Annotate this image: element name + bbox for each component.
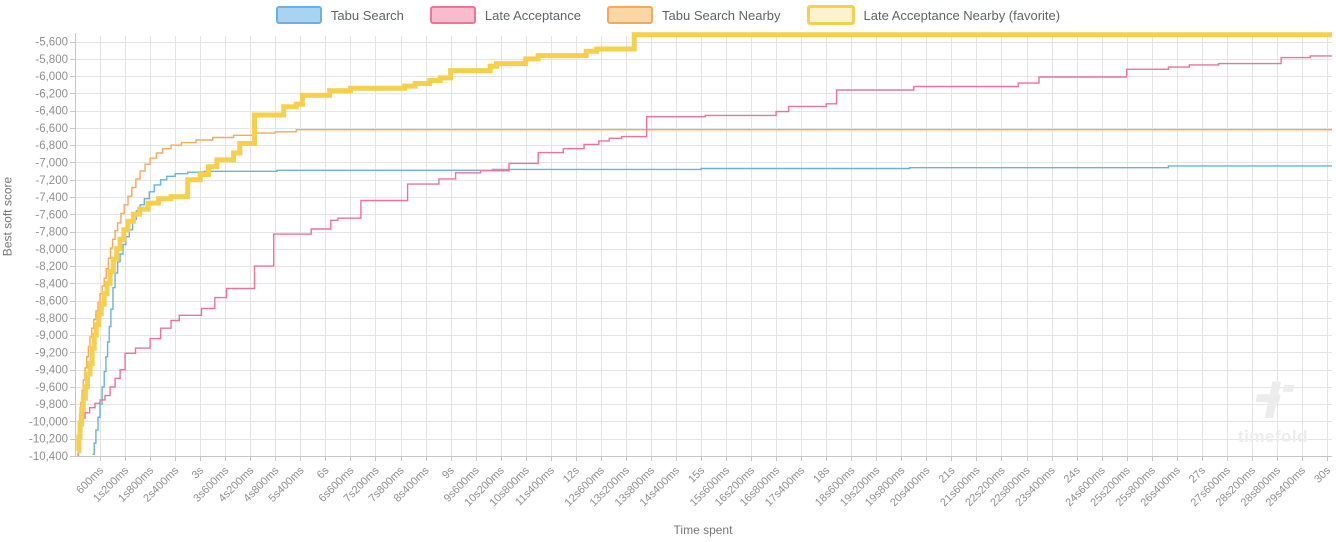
svg-text:24s: 24s <box>1062 464 1083 485</box>
legend-item-late-acceptance[interactable]: Late Acceptance <box>429 6 582 24</box>
legend-swatch <box>806 5 855 25</box>
y-axis-title: Best soft score <box>0 176 15 257</box>
svg-text:-6,200: -6,200 <box>35 88 68 100</box>
svg-text:3s: 3s <box>190 464 207 481</box>
svg-text:-8,600: -8,600 <box>35 296 68 308</box>
svg-text:-10,400: -10,400 <box>29 451 68 463</box>
svg-text:-9,800: -9,800 <box>35 399 68 411</box>
svg-text:-9,400: -9,400 <box>35 365 68 377</box>
svg-text:15s: 15s <box>686 464 707 485</box>
svg-text:-6,800: -6,800 <box>35 140 68 152</box>
series-line-tabu-search <box>92 165 1332 455</box>
svg-text:-9,000: -9,000 <box>35 330 68 342</box>
legend-item-tabu-search[interactable]: Tabu Search <box>275 6 404 24</box>
svg-text:-8,800: -8,800 <box>35 313 68 325</box>
svg-text:12s: 12s <box>561 464 582 485</box>
svg-text:-9,600: -9,600 <box>35 382 68 394</box>
legend-label: Late Acceptance <box>484 7 582 23</box>
series-line-late-acceptance-nearby-favorite <box>76 32 1332 454</box>
svg-text:-7,200: -7,200 <box>35 175 68 187</box>
svg-text:-8,200: -8,200 <box>35 261 68 273</box>
svg-text:-7,400: -7,400 <box>35 192 68 204</box>
legend-swatch <box>429 6 476 24</box>
svg-text:-8,000: -8,000 <box>35 244 68 256</box>
legend-label: Late Acceptance Nearby (favorite) <box>863 7 1061 23</box>
svg-text:21s: 21s <box>936 464 957 485</box>
series-line-tabu-search-nearby <box>77 129 1332 442</box>
timefold-logo-icon <box>1255 381 1295 418</box>
svg-text:-6,000: -6,000 <box>35 71 68 83</box>
svg-text:-6,400: -6,400 <box>35 106 68 118</box>
svg-text:6s: 6s <box>315 464 332 481</box>
x-axis-title: Time spent <box>673 523 733 537</box>
chart-legend: Tabu Search Late Acceptance Tabu Search Ne… <box>0 5 1336 25</box>
legend-swatch <box>607 6 654 24</box>
legend-item-late-acceptance-nearby-favorite[interactable]: Late Acceptance Nearby (favorite) <box>806 5 1061 25</box>
legend-item-tabu-search-nearby[interactable]: Tabu Search Nearby <box>607 6 781 24</box>
svg-text:-7,800: -7,800 <box>35 227 68 239</box>
series-line-late-acceptance <box>77 55 1332 456</box>
watermark-text: timefold <box>1237 427 1309 446</box>
svg-text:-8,400: -8,400 <box>35 278 68 290</box>
svg-text:9s: 9s <box>440 464 457 481</box>
svg-text:-5,600: -5,600 <box>35 37 68 49</box>
svg-text:27s: 27s <box>1187 464 1208 485</box>
svg-text:-7,600: -7,600 <box>35 209 68 221</box>
svg-text:-7,000: -7,000 <box>35 157 68 169</box>
svg-text:-6,600: -6,600 <box>35 123 68 135</box>
axis-lines <box>70 33 1332 461</box>
svg-text:-10,000: -10,000 <box>29 416 68 428</box>
svg-text:-10,200: -10,200 <box>29 434 68 446</box>
legend-label: Tabu Search <box>330 7 404 23</box>
timefold-watermark: timefold <box>1218 378 1328 447</box>
legend-swatch <box>275 6 322 24</box>
svg-text:-9,200: -9,200 <box>35 347 68 359</box>
svg-text:-5,800: -5,800 <box>35 54 68 66</box>
svg-text:30s: 30s <box>1312 464 1333 485</box>
series-lines <box>76 32 1332 456</box>
gridlines <box>75 36 1332 457</box>
svg-text:18s: 18s <box>811 464 832 485</box>
legend-label: Tabu Search Nearby <box>662 7 781 23</box>
y-tick-labels: -5,600 -5,800 -6,000 -6,200 -6,400 -6,600 -6,8… <box>29 37 68 463</box>
